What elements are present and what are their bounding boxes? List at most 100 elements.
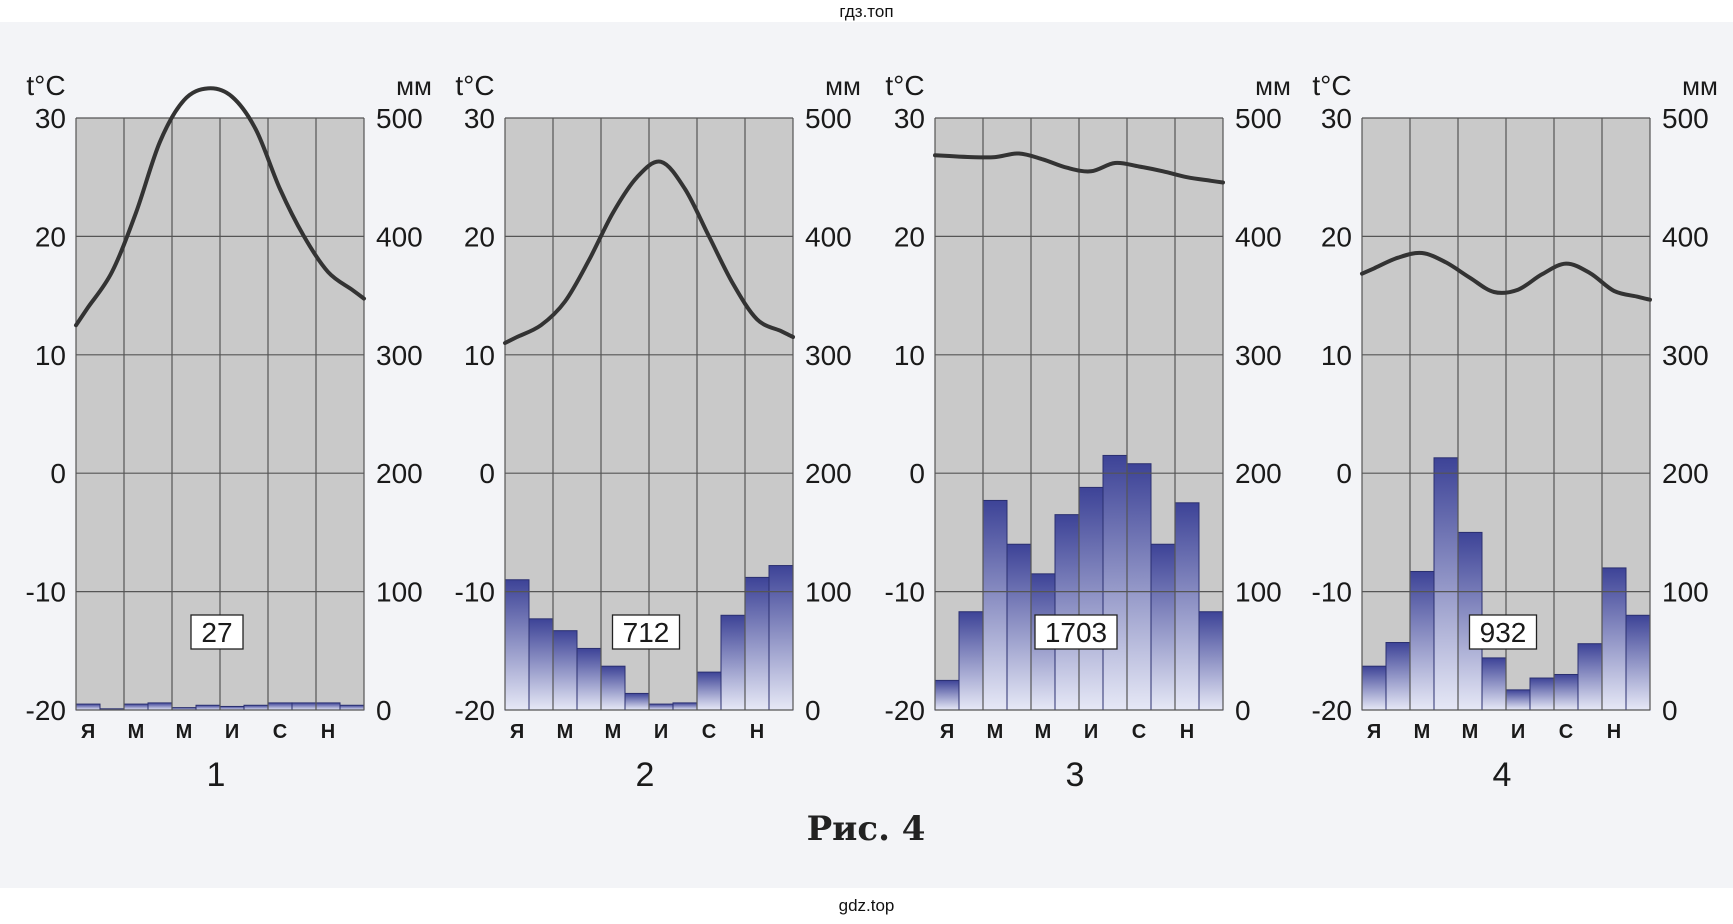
precip-tick-label: 100 <box>1235 577 1282 608</box>
precip-bar <box>1174 502 1200 711</box>
temp-tick-label: 0 <box>909 458 925 489</box>
month-label: И <box>1511 721 1525 743</box>
precip-tick-label: 0 <box>1662 695 1678 726</box>
precip-bar <box>315 702 341 711</box>
temp-tick-label: -10 <box>1312 577 1352 608</box>
precip-tick-label: 300 <box>1662 340 1709 371</box>
total-precip-box <box>190 614 244 650</box>
total-precip-box <box>1468 614 1538 650</box>
temp-tick-label: 20 <box>894 221 925 252</box>
precip-tick-label: 200 <box>376 458 423 489</box>
precip-bar <box>1577 643 1603 711</box>
watermark-top: гдз.топ <box>839 2 894 21</box>
precip-bar <box>576 647 602 711</box>
month-label: Я <box>81 721 95 743</box>
precip-bar <box>934 679 960 711</box>
precip-tick-label: 100 <box>1662 577 1709 608</box>
precip-bar <box>1054 514 1080 711</box>
precip-bar <box>1601 567 1627 711</box>
precip-bar <box>648 703 674 711</box>
precip-bar <box>768 565 794 711</box>
temp-tick-label: 30 <box>35 103 66 134</box>
precip-bar <box>147 702 173 711</box>
precip-bar <box>1505 689 1531 711</box>
temp-tick-label: -20 <box>455 695 495 726</box>
month-label: Я <box>940 721 954 743</box>
month-label: М <box>128 721 145 743</box>
precip-tick-label: 200 <box>1235 458 1282 489</box>
temp-tick-label: 20 <box>464 221 495 252</box>
precip-tick-label: 200 <box>1662 458 1709 489</box>
total-precip-box <box>611 614 681 650</box>
precip-bar <box>1150 543 1176 711</box>
precip-tick-label: 500 <box>1662 103 1709 134</box>
precip-bar <box>600 665 626 711</box>
precip-tick-label: 100 <box>805 577 852 608</box>
total-precip-box <box>1034 614 1118 650</box>
temp-tick-label: -20 <box>885 695 925 726</box>
total-precip-value: 932 <box>1480 617 1527 648</box>
month-label: М <box>1414 721 1431 743</box>
precip-tick-label: 0 <box>376 695 392 726</box>
chart-number: 4 <box>1493 756 1512 794</box>
temperature-line <box>74 86 366 328</box>
precip-axis-label: мм <box>1255 71 1291 101</box>
temp-tick-label: 20 <box>35 221 66 252</box>
precip-tick-label: 300 <box>1235 340 1282 371</box>
temp-tick-label: 30 <box>894 103 925 134</box>
month-label: Н <box>321 721 335 743</box>
precip-bar <box>1409 570 1435 711</box>
precip-tick-label: 400 <box>1662 221 1709 252</box>
temp-tick-label: 0 <box>50 458 66 489</box>
precip-tick-label: 500 <box>805 103 852 134</box>
precip-tick-label: 500 <box>1235 103 1282 134</box>
precip-bar <box>528 618 554 711</box>
precip-bar <box>1361 665 1387 711</box>
temperature-line <box>503 159 795 345</box>
temp-tick-label: 0 <box>1336 458 1352 489</box>
temp-tick-label: 30 <box>1321 103 1352 134</box>
precip-bar <box>744 576 770 711</box>
precip-bar <box>1433 457 1459 711</box>
temp-tick-label: 10 <box>894 340 925 371</box>
month-label: Я <box>1367 721 1381 743</box>
temp-tick-label: -20 <box>26 695 66 726</box>
precip-bar <box>123 703 149 711</box>
precip-tick-label: 0 <box>1235 695 1251 726</box>
precip-axis-label: мм <box>825 71 861 101</box>
chart-number: 1 <box>207 756 226 794</box>
precip-bar <box>195 704 221 711</box>
chart-number: 2 <box>636 756 655 794</box>
month-label: И <box>1084 721 1098 743</box>
precip-bar <box>75 703 101 711</box>
month-label: И <box>225 721 239 743</box>
figure-caption: Рис. 4 <box>807 809 926 849</box>
precip-bar <box>1078 486 1104 711</box>
precip-bar <box>504 579 530 711</box>
temp-tick-label: 20 <box>1321 221 1352 252</box>
temp-tick-label: 10 <box>35 340 66 371</box>
month-label: С <box>273 721 287 743</box>
precip-bar <box>1126 463 1152 711</box>
precip-tick-label: 400 <box>805 221 852 252</box>
precip-bar <box>267 702 293 711</box>
precip-bar <box>672 702 698 711</box>
precip-tick-label: 0 <box>805 695 821 726</box>
month-label: М <box>557 721 574 743</box>
precip-bar <box>624 692 650 711</box>
month-label: С <box>1559 721 1573 743</box>
precip-bar <box>243 704 269 711</box>
precip-bar <box>291 702 317 711</box>
precip-bar <box>1625 614 1651 711</box>
temp-tick-label: 0 <box>479 458 495 489</box>
precip-bar <box>1006 543 1032 711</box>
precip-axis-label: мм <box>396 71 432 101</box>
precip-bar <box>1102 454 1128 711</box>
month-label: Н <box>1180 721 1194 743</box>
month-label: С <box>702 721 716 743</box>
precip-bar <box>552 630 578 711</box>
temp-axis-label: t°C <box>1312 70 1351 101</box>
precip-bar <box>1385 642 1411 711</box>
